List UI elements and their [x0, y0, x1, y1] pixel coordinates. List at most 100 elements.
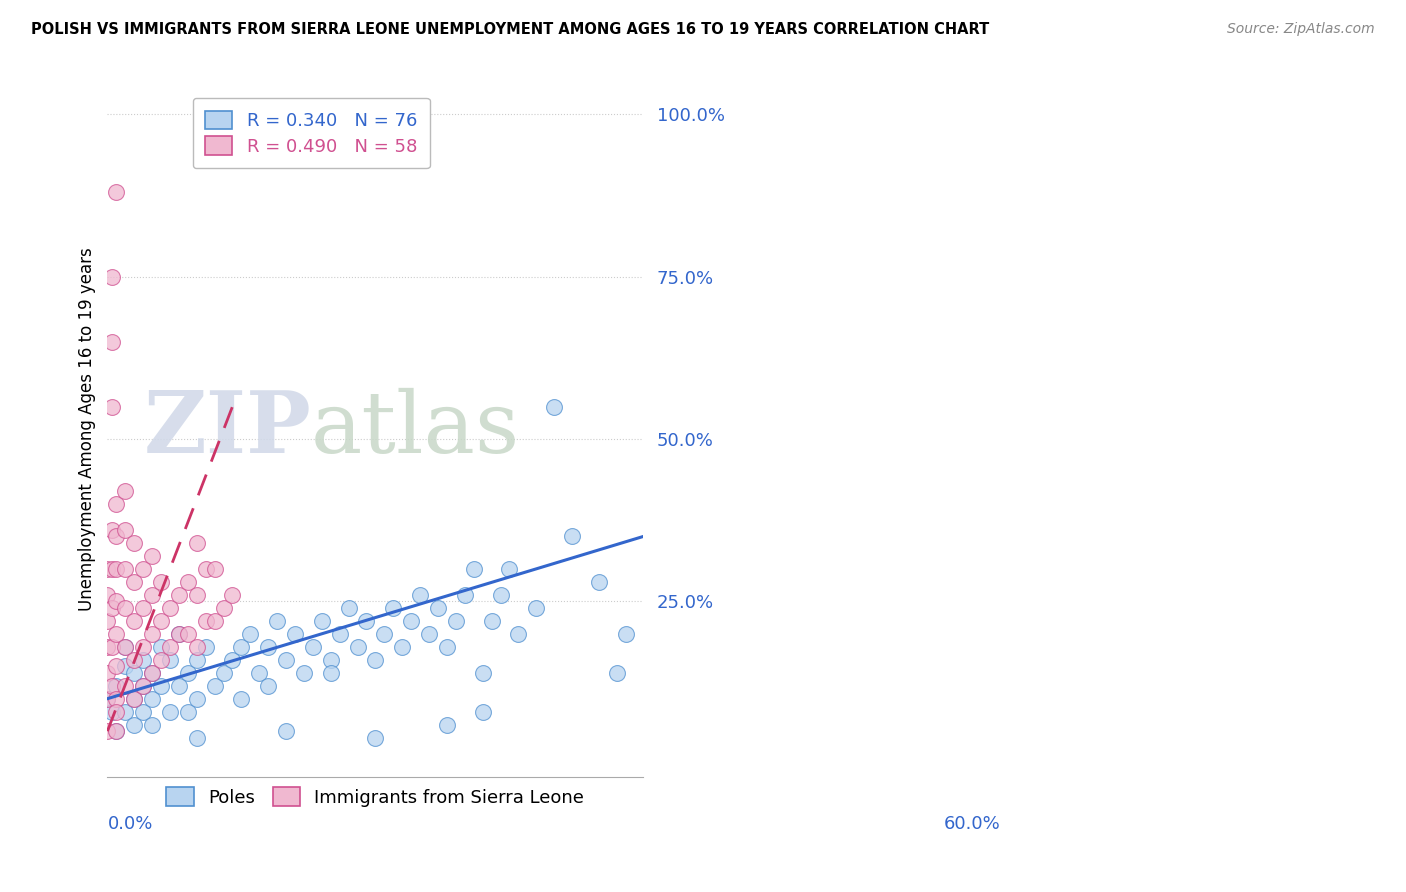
Point	[319, 653, 342, 667]
Point	[329, 627, 352, 641]
Point	[105, 691, 128, 706]
Point	[159, 653, 181, 667]
Point	[141, 665, 163, 680]
Point	[471, 705, 494, 719]
Point	[150, 640, 173, 654]
Point	[311, 614, 333, 628]
Point	[167, 679, 190, 693]
Point	[105, 497, 128, 511]
Point	[96, 588, 118, 602]
Point	[96, 691, 118, 706]
Point	[114, 640, 136, 654]
Point	[391, 640, 413, 654]
Point	[96, 665, 118, 680]
Point	[436, 640, 458, 654]
Point	[114, 679, 136, 693]
Point	[122, 574, 145, 589]
Point	[105, 529, 128, 543]
Point	[463, 562, 485, 576]
Point	[194, 614, 217, 628]
Point	[167, 627, 190, 641]
Point	[204, 614, 226, 628]
Point	[167, 627, 190, 641]
Point	[524, 600, 547, 615]
Point	[489, 588, 512, 602]
Point	[141, 549, 163, 563]
Point	[159, 705, 181, 719]
Point	[274, 653, 297, 667]
Point	[266, 614, 288, 628]
Text: 60.0%: 60.0%	[943, 814, 1001, 833]
Point	[221, 653, 243, 667]
Point	[114, 483, 136, 498]
Point	[373, 627, 395, 641]
Point	[141, 588, 163, 602]
Point	[101, 269, 124, 284]
Point	[382, 600, 405, 615]
Point	[399, 614, 422, 628]
Point	[105, 562, 128, 576]
Point	[427, 600, 450, 615]
Point	[186, 640, 208, 654]
Point	[105, 594, 128, 608]
Point	[337, 600, 360, 615]
Point	[122, 614, 145, 628]
Point	[105, 186, 128, 200]
Point	[364, 653, 387, 667]
Point	[588, 574, 610, 589]
Point	[114, 523, 136, 537]
Point	[186, 691, 208, 706]
Point	[204, 679, 226, 693]
Text: 0.0%: 0.0%	[107, 814, 153, 833]
Point	[319, 665, 342, 680]
Point	[122, 691, 145, 706]
Point	[122, 536, 145, 550]
Point	[105, 724, 128, 739]
Point	[132, 679, 155, 693]
Point	[105, 724, 128, 739]
Point	[543, 400, 565, 414]
Point	[105, 705, 128, 719]
Y-axis label: Unemployment Among Ages 16 to 19 years: Unemployment Among Ages 16 to 19 years	[79, 247, 96, 611]
Text: atlas: atlas	[311, 388, 520, 471]
Point	[346, 640, 368, 654]
Point	[239, 627, 262, 641]
Point	[177, 665, 200, 680]
Point	[364, 731, 387, 745]
Point	[132, 600, 155, 615]
Point	[105, 659, 128, 673]
Point	[204, 562, 226, 576]
Point	[141, 717, 163, 731]
Point	[96, 614, 118, 628]
Point	[292, 665, 315, 680]
Point	[96, 640, 118, 654]
Point	[114, 562, 136, 576]
Point	[247, 665, 270, 680]
Point	[454, 588, 477, 602]
Point	[498, 562, 520, 576]
Point	[274, 724, 297, 739]
Point	[132, 705, 155, 719]
Point	[606, 665, 628, 680]
Point	[101, 523, 124, 537]
Point	[122, 717, 145, 731]
Point	[141, 627, 163, 641]
Point	[194, 562, 217, 576]
Point	[141, 691, 163, 706]
Point	[257, 679, 280, 693]
Point	[212, 600, 235, 615]
Legend: Poles, Immigrants from Sierra Leone: Poles, Immigrants from Sierra Leone	[156, 777, 595, 818]
Text: ZIP: ZIP	[143, 387, 311, 471]
Point	[96, 562, 118, 576]
Text: Source: ZipAtlas.com: Source: ZipAtlas.com	[1227, 22, 1375, 37]
Point	[444, 614, 467, 628]
Point	[231, 691, 253, 706]
Point	[284, 627, 307, 641]
Point	[122, 665, 145, 680]
Point	[471, 665, 494, 680]
Point	[101, 600, 124, 615]
Point	[561, 529, 583, 543]
Point	[302, 640, 325, 654]
Point	[114, 600, 136, 615]
Point	[96, 724, 118, 739]
